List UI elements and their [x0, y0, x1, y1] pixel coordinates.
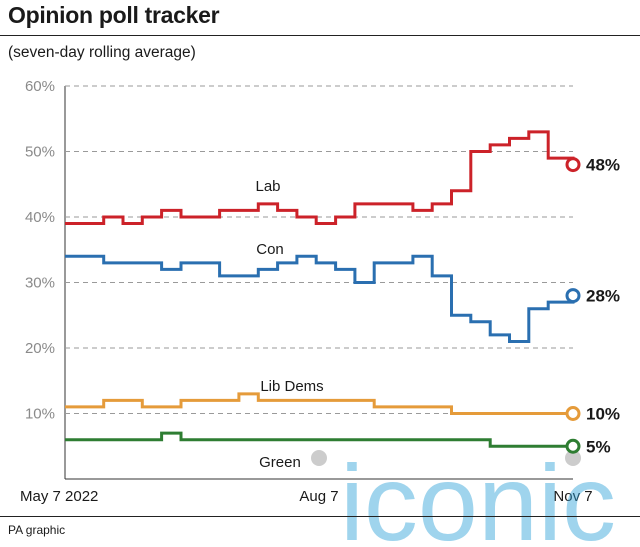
x-tick-marker [311, 450, 327, 466]
x-tick-marker [565, 450, 581, 466]
series-line-con [65, 254, 575, 343]
x-tick-label: Nov 7 [553, 488, 592, 505]
series-line-green [65, 431, 573, 448]
series-line-lab [65, 130, 575, 225]
y-tick-label: 20% [25, 340, 55, 357]
end-marker-con [565, 288, 581, 304]
footer-rule [0, 516, 640, 517]
series-line-lib-dems [65, 392, 573, 415]
series-label-lib-dems: Lib Dems [260, 378, 323, 395]
end-value-label-lab: 48% [586, 156, 620, 175]
y-tick-label: 60% [25, 78, 55, 95]
end-marker-green [565, 438, 581, 454]
series-label-green: Green [259, 454, 301, 471]
x-tick-label: Aug 7 [299, 488, 338, 505]
chart-subtitle: (seven-day rolling average) [8, 44, 196, 61]
end-value-label-con: 28% [586, 287, 620, 306]
end-value-label-lib-dems: 10% [586, 405, 620, 424]
series-label-con: Con [256, 241, 284, 258]
end-value-label-green: 5% [586, 437, 611, 456]
end-marker-lab [565, 157, 581, 173]
x-tick-label: May 7 2022 [20, 488, 98, 505]
y-tick-label: 10% [25, 406, 55, 423]
watermark-logo: iconic [340, 442, 616, 547]
chart-title: Opinion poll tracker [8, 2, 220, 28]
credit-text: PA graphic [8, 523, 66, 537]
series-label-lab: Lab [255, 178, 280, 195]
title-rule [0, 35, 640, 36]
y-tick-label: 30% [25, 275, 55, 292]
y-tick-label: 40% [25, 209, 55, 226]
y-tick-label: 50% [25, 144, 55, 161]
end-marker-lib-dems [565, 406, 581, 421]
